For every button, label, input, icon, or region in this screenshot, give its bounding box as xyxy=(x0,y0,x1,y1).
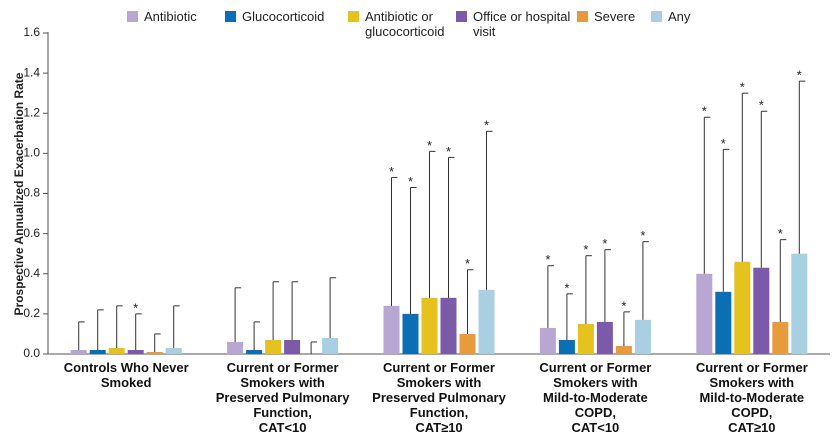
y-tick-label: 0.4 xyxy=(23,266,40,280)
significance-marker: * xyxy=(621,298,626,313)
bar xyxy=(715,291,732,354)
bar xyxy=(634,319,651,354)
x-tick-label: Current or Former Smokers with Preserved… xyxy=(215,360,350,435)
bar xyxy=(265,339,282,354)
y-tick-label: 1.6 xyxy=(23,25,40,39)
y-axis-label: Prospective Annualized Exacerbation Rate xyxy=(12,72,26,315)
significance-marker: * xyxy=(133,300,138,315)
legend-swatch xyxy=(225,11,236,22)
legend-label: Antibiotic or glucocorticoid xyxy=(365,9,445,39)
bar xyxy=(89,349,106,354)
bar xyxy=(284,339,301,354)
bar xyxy=(322,337,339,354)
y-tick-label: 1.2 xyxy=(23,105,40,119)
x-tick-label: Current or Former Smokers with Mild-to-M… xyxy=(539,360,652,435)
bar xyxy=(772,321,789,354)
bar xyxy=(791,253,808,354)
bar xyxy=(227,341,244,354)
bar xyxy=(402,313,419,354)
legend-label: Glucocorticoid xyxy=(242,9,325,24)
bar xyxy=(459,333,476,354)
significance-marker: * xyxy=(545,252,550,267)
significance-marker: * xyxy=(602,236,607,251)
bar xyxy=(383,305,400,354)
significance-marker: * xyxy=(759,98,764,113)
bar xyxy=(734,261,751,354)
bar xyxy=(539,327,556,354)
bar xyxy=(108,347,125,354)
bar xyxy=(753,267,770,354)
y-tick-label: 0.2 xyxy=(23,306,40,320)
significance-marker: * xyxy=(564,280,569,295)
legend-label: Office or hospital visit xyxy=(473,9,571,39)
y-tick-label: 0.0 xyxy=(23,346,40,360)
bar xyxy=(421,297,438,354)
bar xyxy=(596,321,613,354)
bar xyxy=(246,349,263,354)
bar xyxy=(440,297,457,354)
legend-swatch xyxy=(651,11,662,22)
x-tick-label: Controls Who Never Smoked xyxy=(63,360,189,390)
y-tick-label: 1.4 xyxy=(23,65,40,79)
significance-marker: * xyxy=(778,226,783,241)
bar xyxy=(146,351,163,354)
legend-label: Severe xyxy=(594,9,636,24)
significance-marker: * xyxy=(446,144,451,159)
significance-marker: * xyxy=(408,174,413,189)
significance-marker: * xyxy=(797,68,802,83)
significance-marker: * xyxy=(721,136,726,151)
significance-marker: * xyxy=(640,228,645,243)
significance-marker: * xyxy=(389,164,394,179)
significance-marker: * xyxy=(465,256,470,271)
y-tick-label: 0.8 xyxy=(23,186,40,200)
bar xyxy=(165,347,182,354)
significance-marker: * xyxy=(740,80,745,95)
legend-swatch xyxy=(348,11,359,22)
bar xyxy=(615,345,632,354)
bar xyxy=(577,323,594,354)
bar xyxy=(696,273,713,354)
significance-marker: * xyxy=(427,138,432,153)
legend-label: Antibiotic xyxy=(144,9,197,24)
significance-marker: * xyxy=(583,242,588,257)
significance-marker: * xyxy=(484,118,489,133)
bar xyxy=(478,289,495,354)
x-tick-label: Current or Former Smokers with Preserved… xyxy=(372,360,506,435)
bar xyxy=(127,349,144,354)
bar xyxy=(558,339,575,354)
x-tick-label: Current or Former Smokers with Mild-to-M… xyxy=(695,360,808,435)
legend-label: Any xyxy=(668,9,691,24)
significance-marker: * xyxy=(702,104,707,119)
legend-swatch xyxy=(577,11,588,22)
y-tick-label: 1.0 xyxy=(23,146,40,160)
legend-swatch xyxy=(127,11,138,22)
bar xyxy=(70,349,87,354)
y-tick-label: 0.6 xyxy=(23,226,40,240)
legend-swatch xyxy=(456,11,467,22)
